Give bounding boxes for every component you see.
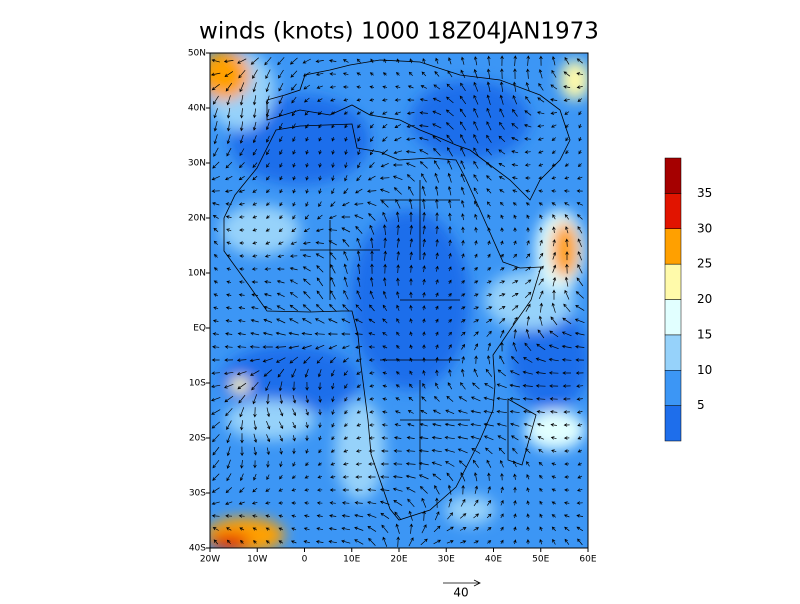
y-tick-label: EQ: [193, 324, 206, 334]
colorbar-label: 30: [697, 221, 712, 235]
x-tick-label: 50E: [532, 555, 549, 565]
colorbar-segment: [664, 263, 682, 300]
colorbar-label: 10: [697, 363, 712, 377]
y-tick-label: 10N: [188, 269, 206, 279]
x-tick-label: 60E: [579, 555, 596, 565]
reference-arrow: [443, 579, 481, 587]
reference-label: 40: [453, 586, 468, 600]
x-tick-label: 0: [302, 555, 308, 565]
colorbar-segment: [664, 405, 682, 442]
y-tick-label: 30N: [188, 159, 206, 169]
map-title: winds (knots) 1000 18Z04JAN1973: [199, 19, 599, 45]
wind-vectors: [210, 55, 585, 547]
colorbar: 5 10 15 20 25 30 35: [664, 157, 712, 442]
y-tick-label: 30S: [189, 489, 206, 499]
colorbar-label: 20: [697, 292, 712, 306]
y-tick-label: 40S: [189, 544, 206, 554]
colorbar-segment: [664, 193, 682, 229]
field-shading: [210, 53, 588, 548]
x-tick-label: 30E: [438, 555, 455, 565]
x-tick-label: 10W: [247, 555, 267, 565]
colorbar-segment: [664, 157, 682, 194]
x-tick-label: 10E: [343, 555, 360, 565]
y-tick-label: 40N: [188, 104, 206, 114]
colorbar-label: 15: [697, 327, 712, 341]
colorbar-segment: [664, 370, 682, 406]
colorbar-label: 25: [697, 257, 712, 271]
vector-reference: 40: [443, 579, 481, 600]
colorbar-label: 35: [697, 186, 712, 200]
y-tick-label: 50N: [188, 49, 206, 59]
x-tick-label: 20W: [200, 555, 220, 565]
map-ticks: 20W 10W 0 10E 20E 30E 40E 50E 60E 50N 40N 30N 20N 10N…: [188, 49, 597, 565]
y-tick-label: 20S: [189, 434, 206, 444]
x-tick-label: 40E: [485, 555, 502, 565]
colorbar-label: 5: [697, 398, 705, 412]
colorbar-segment: [664, 228, 682, 265]
coastlines: [223, 59, 571, 521]
colorbar-segment: [664, 299, 682, 336]
wind-speed-field: [210, 53, 588, 548]
y-tick-label: 10S: [189, 379, 206, 389]
y-tick-label: 20N: [188, 214, 206, 224]
colorbar-segment: [664, 334, 682, 371]
x-tick-label: 20E: [390, 555, 407, 565]
